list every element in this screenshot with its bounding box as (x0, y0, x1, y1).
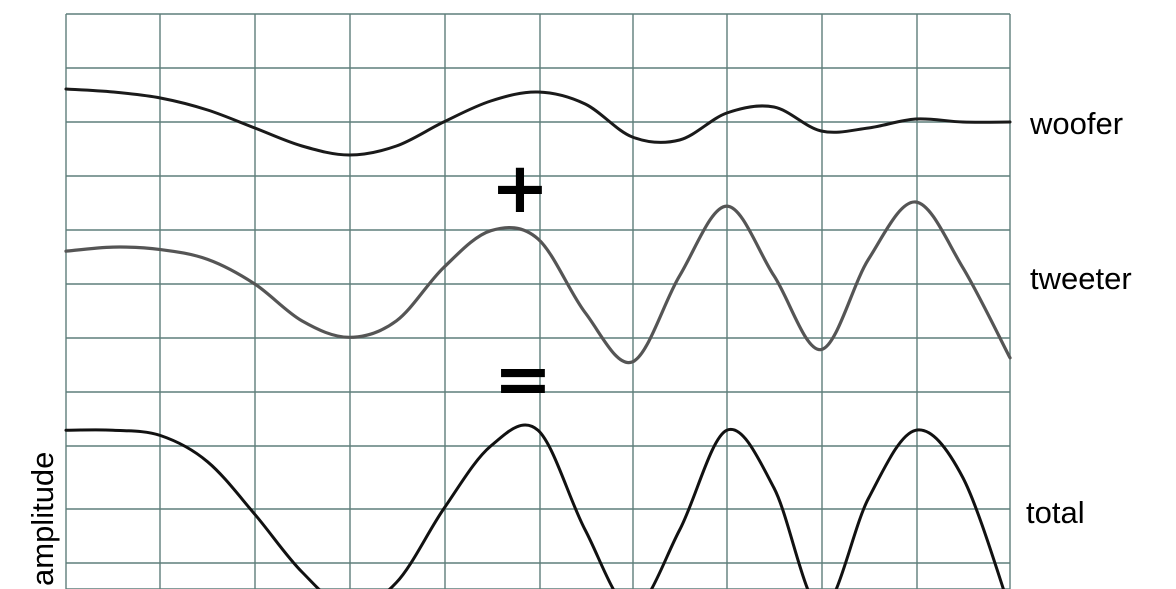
tweeter-label: tweeter (1030, 261, 1132, 296)
total-series-line (64, 423, 1005, 589)
y-axis-label: amplitude (25, 452, 60, 586)
woofer-label: woofer (1029, 106, 1123, 141)
plus-operator: + (491, 147, 550, 229)
total-label: total (1026, 495, 1085, 530)
equals-operator: = (494, 338, 553, 420)
tweeter-series-line (64, 200, 1012, 365)
grid (65, 13, 1011, 589)
woofer-series-line (64, 87, 1012, 157)
